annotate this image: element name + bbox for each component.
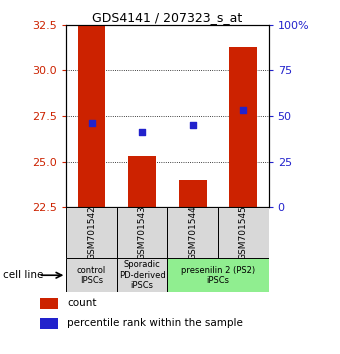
Bar — [78, 25, 105, 207]
Bar — [230, 47, 257, 207]
Text: GSM701542: GSM701542 — [87, 205, 96, 260]
Text: Sporadic
PD-derived
iPSCs: Sporadic PD-derived iPSCs — [119, 260, 166, 290]
Bar — [128, 156, 156, 207]
Bar — [179, 180, 207, 207]
Text: GSM701545: GSM701545 — [239, 205, 248, 260]
Title: GDS4141 / 207323_s_at: GDS4141 / 207323_s_at — [92, 11, 242, 24]
Bar — [66, 258, 117, 292]
Bar — [117, 258, 167, 292]
Text: GSM701544: GSM701544 — [188, 205, 197, 260]
Text: presenilin 2 (PS2)
iPSCs: presenilin 2 (PS2) iPSCs — [181, 266, 255, 285]
Text: percentile rank within the sample: percentile rank within the sample — [67, 318, 243, 329]
Point — [89, 120, 94, 126]
Text: cell line: cell line — [3, 270, 44, 280]
Bar — [168, 207, 218, 258]
Text: control
IPSCs: control IPSCs — [77, 266, 106, 285]
Bar — [40, 318, 58, 329]
Bar — [168, 258, 269, 292]
Text: count: count — [67, 298, 97, 308]
Bar — [218, 207, 269, 258]
Bar — [40, 298, 58, 309]
Point — [190, 122, 196, 128]
Point — [139, 130, 145, 135]
Point — [241, 108, 246, 113]
Bar — [66, 207, 117, 258]
Bar — [117, 207, 167, 258]
Text: GSM701543: GSM701543 — [138, 205, 147, 260]
